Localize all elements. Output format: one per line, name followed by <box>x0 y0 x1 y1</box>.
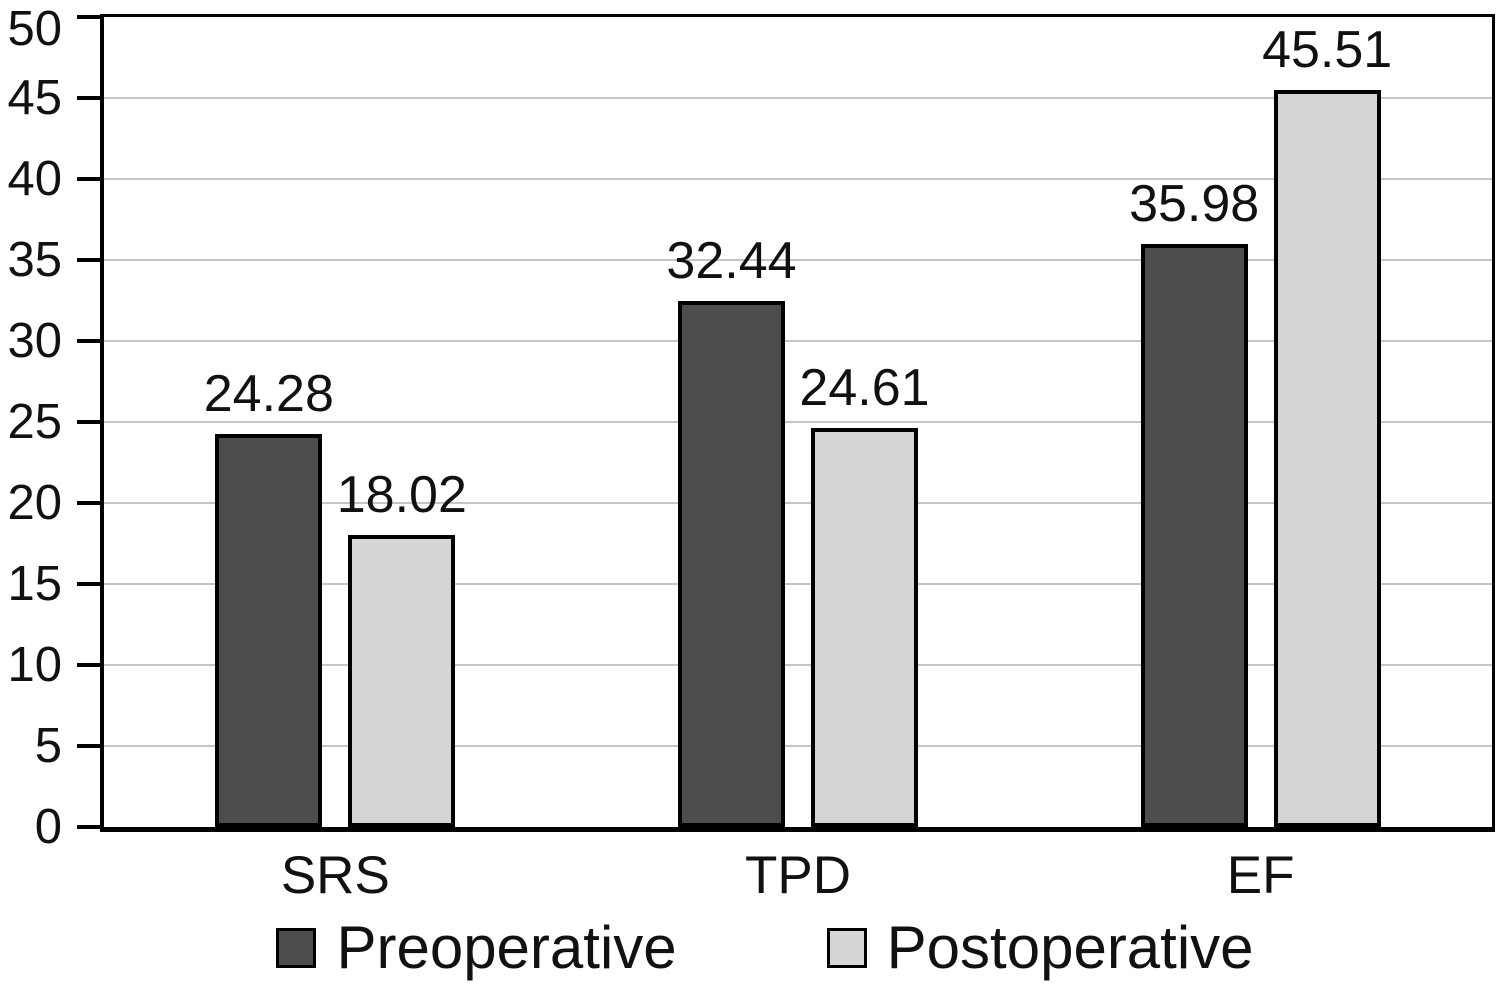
y-tick-label: 35 <box>7 233 62 287</box>
category-label-ef: EF <box>1226 846 1295 905</box>
legend-item-preoperative: Preoperative <box>276 914 677 981</box>
y-tick <box>77 339 104 343</box>
value-label-postoperative-tpd: 24.61 <box>799 359 930 418</box>
y-tick-label: 45 <box>7 71 62 125</box>
bar-postoperative-ef <box>1273 90 1381 827</box>
bar-preoperative-srs <box>215 434 323 827</box>
y-tick <box>77 420 104 424</box>
y-tick <box>77 663 104 667</box>
y-tick <box>77 501 104 505</box>
gridline <box>104 97 1492 99</box>
gridline <box>104 664 1492 666</box>
gridline <box>104 745 1492 747</box>
y-tick-label: 30 <box>7 314 62 368</box>
y-tick <box>77 96 104 100</box>
y-axis-labels: 0 5 10 15 20 25 30 35 40 45 50 <box>0 2 62 854</box>
category-label-srs: SRS <box>280 846 390 905</box>
bar-preoperative-ef <box>1140 244 1248 827</box>
y-tick-label: 50 <box>7 2 62 56</box>
value-label-preoperative-tpd: 32.44 <box>666 232 797 291</box>
legend-label-preoperative: Preoperative <box>336 914 677 981</box>
value-label-postoperative-srs: 18.02 <box>336 466 467 525</box>
gridline <box>104 340 1492 342</box>
y-tick-label: 25 <box>7 395 62 449</box>
legend-item-postoperative: Postoperative <box>826 914 1254 981</box>
gridline <box>104 259 1492 261</box>
y-tick <box>77 177 104 181</box>
gridline <box>104 421 1492 423</box>
gridline <box>104 178 1492 180</box>
y-tick-label: 0 <box>34 800 62 854</box>
y-tick-label: 5 <box>34 719 62 773</box>
legend-swatch-preoperative-icon <box>276 927 317 968</box>
value-label-preoperative-ef: 35.98 <box>1129 175 1260 234</box>
legend: Preoperative Postoperative <box>0 916 1500 979</box>
y-tick-label: 40 <box>7 152 62 206</box>
y-tick <box>77 15 104 19</box>
gridline <box>104 583 1492 585</box>
value-label-preoperative-srs: 24.28 <box>203 365 334 424</box>
bar-postoperative-tpd <box>811 428 918 827</box>
value-label-postoperative-ef: 45.51 <box>1262 21 1393 80</box>
bar-preoperative-tpd <box>678 301 785 827</box>
y-tick-label: 15 <box>7 557 62 611</box>
category-label-tpd: TPD <box>745 846 851 905</box>
y-tick <box>77 258 104 262</box>
legend-swatch-postoperative-icon <box>826 927 867 968</box>
bar-postoperative-srs <box>348 535 456 827</box>
legend-label-postoperative: Postoperative <box>886 914 1254 981</box>
y-tick-label: 20 <box>7 476 62 530</box>
gridline <box>104 502 1492 504</box>
plot-area: 24.28 18.02 32.44 24.61 35.98 45.51 <box>77 15 1492 829</box>
y-tick <box>77 744 104 748</box>
y-tick <box>77 582 104 586</box>
y-tick-label: 10 <box>7 638 62 692</box>
y-tick <box>77 825 104 829</box>
